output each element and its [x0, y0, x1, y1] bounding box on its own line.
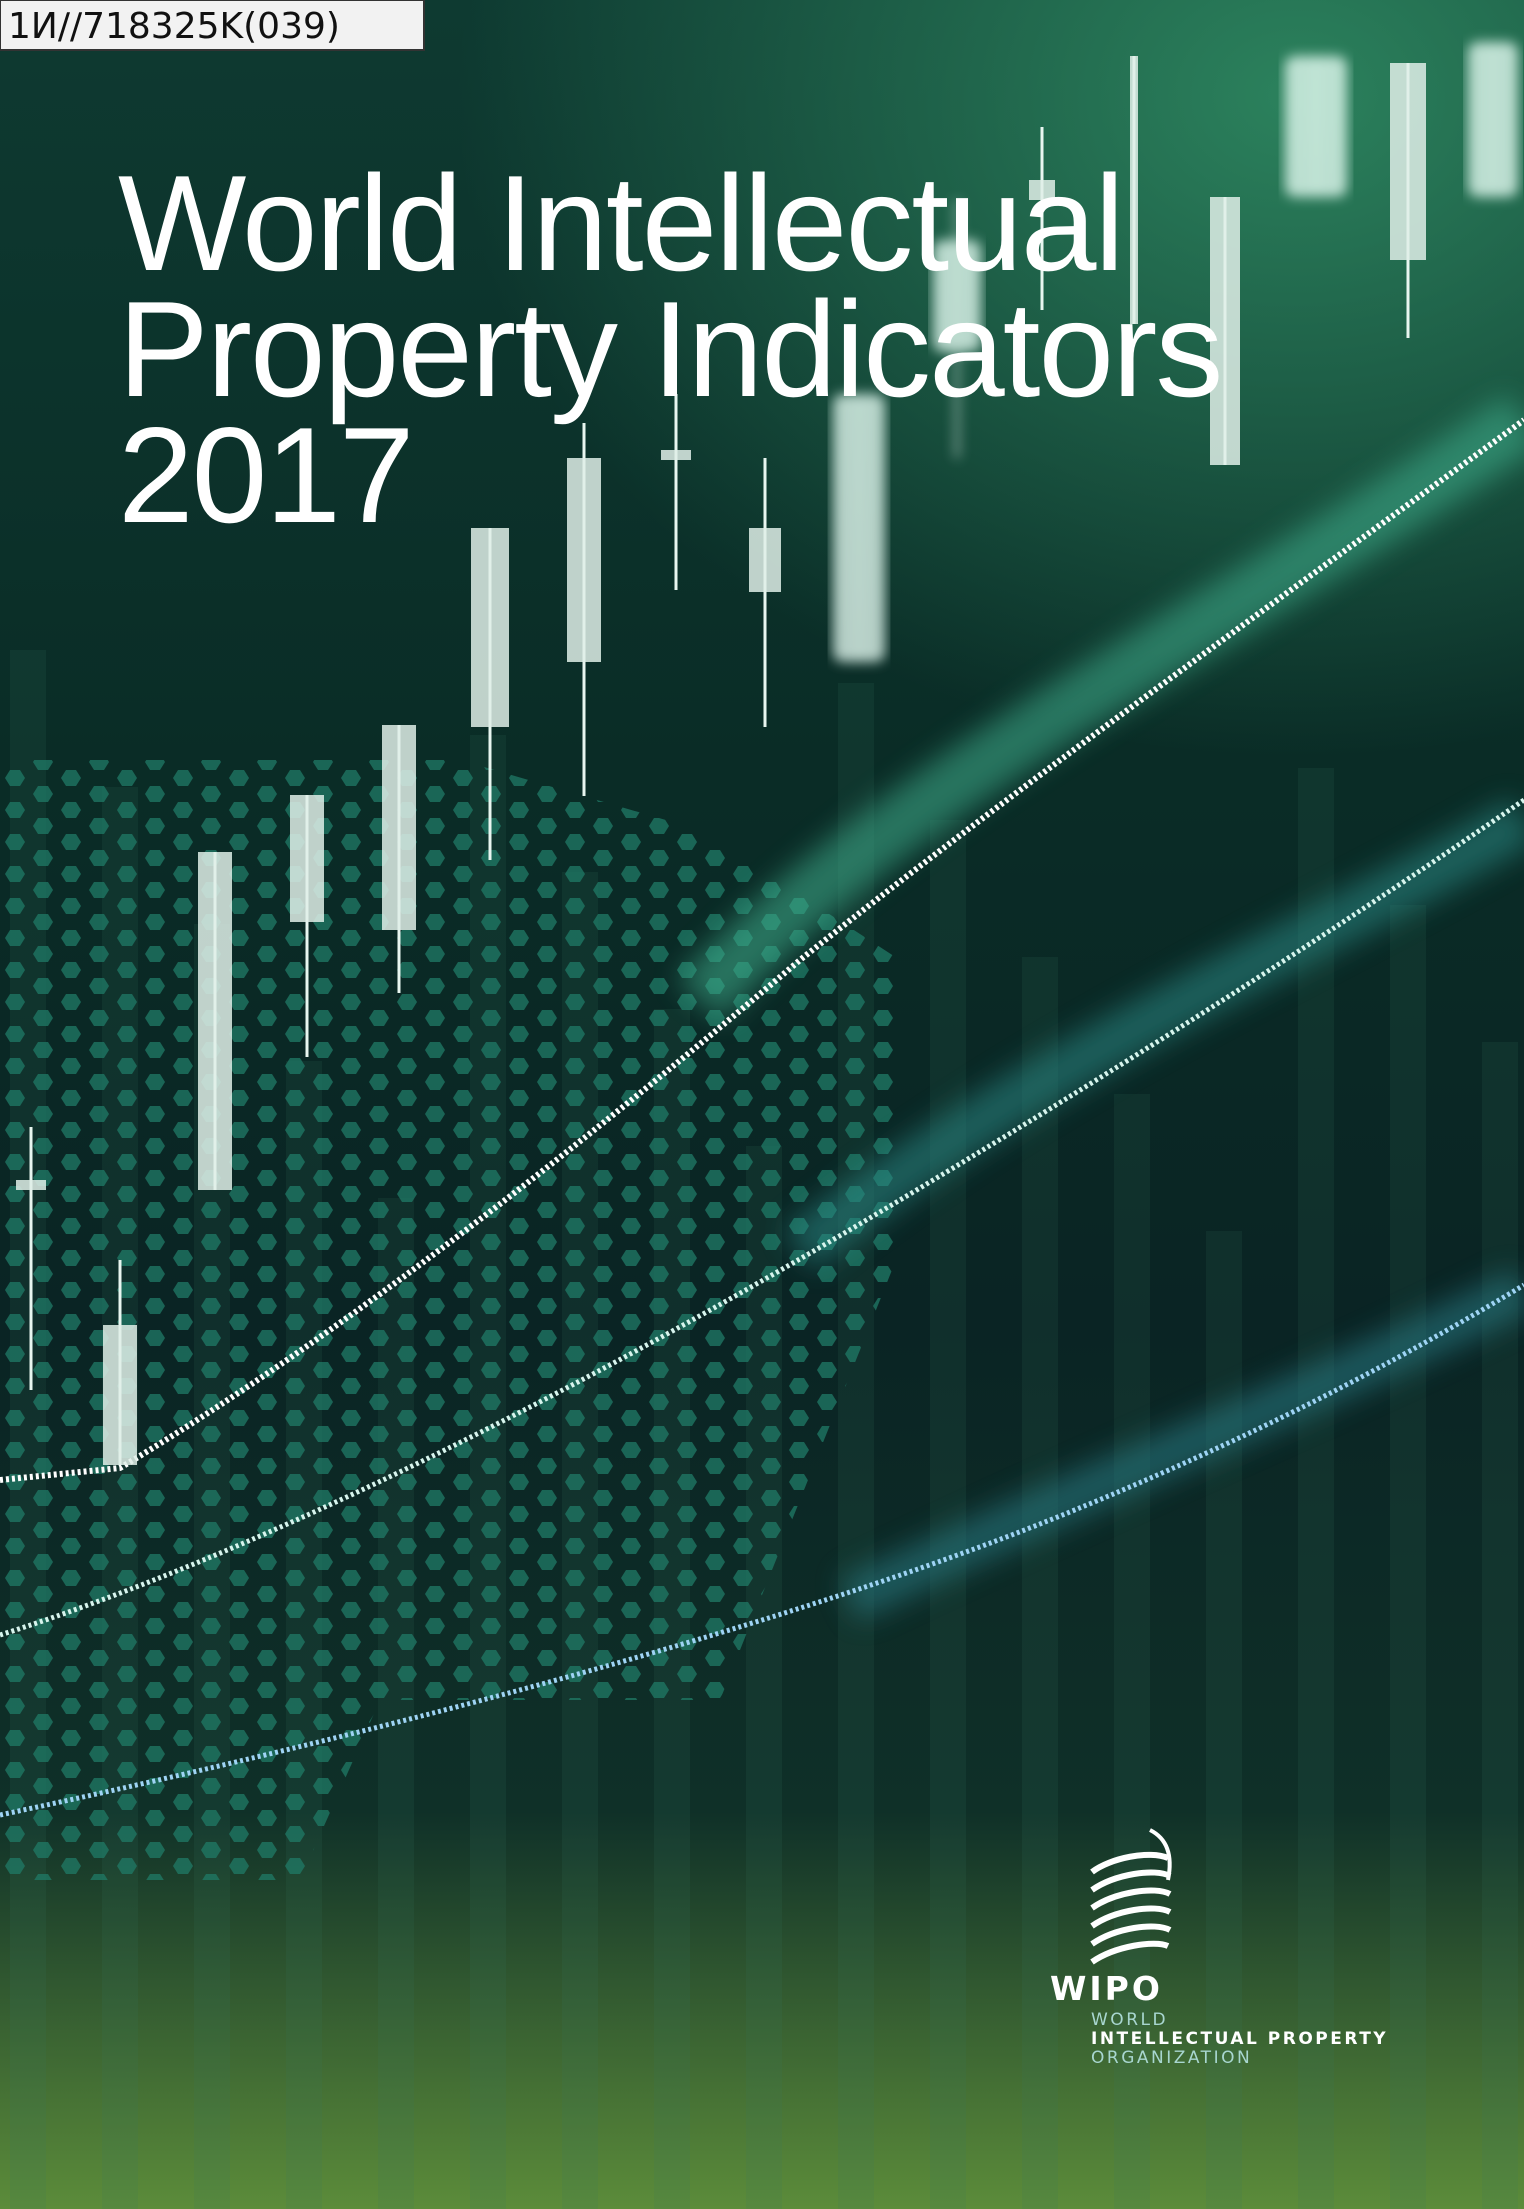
candlestick [103, 1260, 137, 1465]
background-bar [1482, 1042, 1518, 2209]
candlestick [833, 394, 885, 662]
background-bar [1206, 1231, 1242, 2209]
candle-body [16, 1180, 46, 1190]
logo-name: WORLD [1091, 2010, 1168, 2030]
trend-line [0, 1282, 1524, 1818]
candle-body [749, 528, 781, 592]
candlestick [661, 394, 691, 590]
candlestick [198, 852, 232, 1190]
background-bar [930, 820, 966, 2209]
trend-lines [0, 417, 1524, 1818]
stamp: 1И//718325K(039) [8, 6, 340, 47]
logo-acronym: WIPO [1050, 1969, 1163, 2008]
candle-body [382, 725, 416, 930]
candle-body [1390, 63, 1426, 260]
candle-body [290, 795, 324, 922]
candle-body [198, 852, 232, 1190]
candle-body [1029, 180, 1055, 200]
candlestick [1130, 56, 1138, 324]
logo-name: ORGANIZATION [1091, 2048, 1252, 2068]
background-bar [1022, 957, 1058, 2209]
candle-body [933, 240, 981, 352]
candlestick [1390, 63, 1426, 338]
candlestick [1468, 42, 1518, 197]
title-line: 2017 [118, 399, 413, 551]
trend-line [0, 797, 1524, 1638]
trend-glows [677, 395, 1524, 1621]
trend-line [0, 417, 1524, 1483]
candle-body [661, 450, 691, 460]
candlestick [1210, 197, 1240, 465]
candlestick [933, 200, 981, 458]
candle-body [567, 458, 601, 662]
candlestick [1285, 56, 1347, 197]
candle-body [1285, 56, 1347, 197]
wipo-emblem [1090, 1828, 1172, 1965]
stamp-box [0, 0, 425, 51]
candlestick [382, 725, 416, 993]
candle-body [471, 528, 509, 727]
title-line: World Intellectual [118, 147, 1123, 299]
title-line: Property Indicators [118, 273, 1221, 425]
candlestick [749, 458, 781, 727]
background-bar [1390, 905, 1426, 2209]
candle-body [1210, 197, 1240, 465]
logo-name: INTELLECTUAL PROPERTY [1091, 2029, 1388, 2049]
candlesticks [16, 42, 1518, 1465]
candlestick [1029, 127, 1055, 310]
candle-body [1468, 42, 1518, 197]
candle-body [1130, 56, 1138, 324]
candle-body [103, 1325, 137, 1465]
candlestick [471, 528, 509, 860]
candlestick [16, 1127, 46, 1390]
background-bar [1114, 1094, 1150, 2209]
candlestick [290, 795, 324, 1057]
candlestick [567, 423, 601, 796]
background-bar [1298, 768, 1334, 2209]
candle-body [833, 394, 885, 662]
